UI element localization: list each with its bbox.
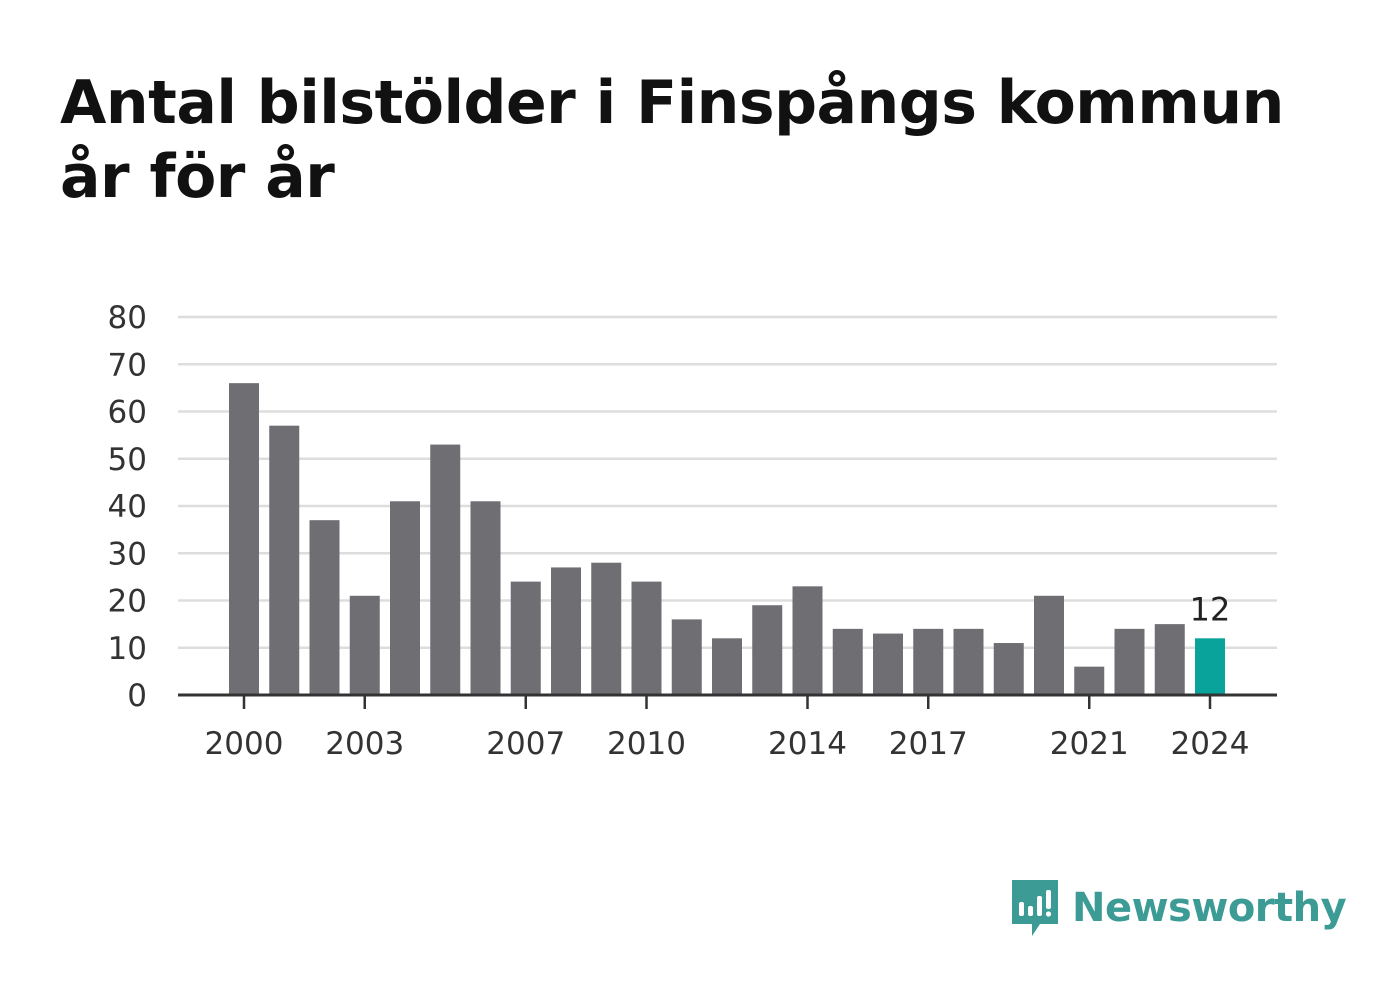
bar-2009 xyxy=(591,562,622,695)
bar-2004 xyxy=(390,501,420,695)
bar-2017 xyxy=(913,628,944,695)
y-tick-label-0: 0 xyxy=(127,678,147,714)
bar-2023 xyxy=(1154,624,1185,695)
bar-2022 xyxy=(1114,628,1145,695)
y-tick-label-50: 50 xyxy=(108,442,147,478)
gridlines xyxy=(178,315,1277,649)
y-tick-label-80: 80 xyxy=(108,300,147,336)
y-tick-label-40: 40 xyxy=(108,489,147,525)
bars xyxy=(178,383,1277,697)
bar-2000 xyxy=(229,383,259,695)
bar-2014 xyxy=(792,586,823,695)
x-tick-label-2007: 2007 xyxy=(486,726,565,762)
x-tick-label-2024: 2024 xyxy=(1171,726,1250,762)
bar-2020 xyxy=(1034,595,1064,695)
annotations: 12 xyxy=(1190,590,1231,628)
bar-2018 xyxy=(953,628,984,695)
bar-2008 xyxy=(551,567,581,695)
y-tick-label-30: 30 xyxy=(108,536,147,572)
x-axis-ticks: 2000 2003 2007 2010 2014 2017 2021 2024 xyxy=(205,695,1250,762)
bar-2005 xyxy=(430,444,461,695)
y-tick-label-20: 20 xyxy=(108,584,147,620)
x-tick-label-2010: 2010 xyxy=(607,726,686,762)
x-tick-label-2021: 2021 xyxy=(1050,726,1129,762)
bar-2010 xyxy=(631,581,662,695)
x-tick-label-2017: 2017 xyxy=(889,726,968,762)
bar-2021 xyxy=(1074,666,1105,695)
data-label-2024: 12 xyxy=(1190,590,1231,628)
brand-name: Newsworthy xyxy=(1072,885,1347,931)
chart-title: Antal bilstölder i Finspångs kommun år f… xyxy=(60,68,1284,212)
x-tick-label-2000: 2000 xyxy=(205,726,284,762)
x-tick-label-2003: 2003 xyxy=(325,726,404,762)
bar-2001 xyxy=(269,425,300,695)
y-tick-label-10: 10 xyxy=(108,631,147,667)
bar-2003 xyxy=(349,595,380,695)
y-tick-label-60: 60 xyxy=(108,395,147,431)
bar-2002 xyxy=(309,520,340,695)
bar-2012 xyxy=(712,638,742,695)
y-tick-label-70: 70 xyxy=(108,347,147,383)
bar-2016 xyxy=(873,633,903,695)
bar-2007 xyxy=(510,581,541,695)
bar-2013 xyxy=(752,605,783,695)
y-axis-ticks: 0 10 20 30 40 50 60 70 80 xyxy=(108,300,147,714)
bar-2019 xyxy=(993,643,1024,695)
chart-speech-bubble-icon xyxy=(1012,880,1058,936)
bar-2024 xyxy=(1195,638,1225,695)
bar-2006 xyxy=(470,501,501,695)
bar-2015 xyxy=(832,628,863,695)
x-tick-label-2014: 2014 xyxy=(768,726,847,762)
newsworthy-logo: Newsworthy xyxy=(1010,878,1347,938)
bar-2011 xyxy=(671,619,702,695)
